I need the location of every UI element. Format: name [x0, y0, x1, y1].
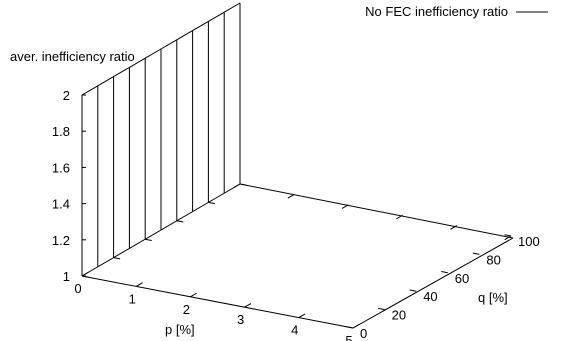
q-tick-label: 40 [423, 289, 437, 304]
z-axis-ticks: 1 1.2 1.4 1.6 1.8 2 [52, 88, 86, 284]
z-tick-label: 1.2 [52, 233, 70, 248]
p-tick-label: 3 [237, 312, 244, 327]
p-axis-line [81, 275, 354, 329]
p-tick-mark [190, 292, 197, 298]
q-tick-label: 80 [486, 252, 500, 267]
q-tick-mark [378, 307, 385, 311]
z-tick-label: 2 [63, 88, 70, 103]
q-tick-label: 60 [455, 271, 469, 286]
surface-lines [81, 2, 241, 276]
q-tick-mark-back [208, 201, 215, 205]
p-tick-label: 4 [291, 323, 298, 338]
q-tick-mark-back [113, 257, 121, 260]
q-axis-line [352, 237, 514, 329]
p-tick-mark [81, 271, 89, 277]
q-axis-label: q [%] [478, 290, 508, 305]
q-tick-mark-back [176, 220, 184, 223]
p-tick-mark-back [341, 204, 349, 209]
p-axis-label: p [%] [165, 322, 195, 337]
z-tick-label: 1.8 [52, 124, 70, 139]
q-tick-mark [409, 289, 417, 292]
q-tick-mark [441, 271, 448, 274]
surface-top-edge [81, 2, 241, 96]
z-axis-label: aver. inefficiency ratio [10, 49, 135, 64]
p-tick-mark-back [450, 225, 458, 230]
q-tick-label: 100 [518, 234, 540, 249]
legend-label: No FEC inefficiency ratio [365, 4, 508, 19]
p-tick-mark-back [233, 183, 241, 189]
legend: No FEC inefficiency ratio [365, 4, 548, 19]
p-tick-mark [135, 282, 143, 287]
p-tick-mark-back [287, 193, 295, 199]
p-tick-mark-back [396, 214, 403, 220]
back-floor-line-right [239, 183, 514, 239]
p-tick-mark [298, 313, 306, 319]
p-tick-mark-back [504, 235, 512, 241]
q-tick-label: 0 [360, 326, 367, 341]
q-tick-mark [504, 234, 512, 237]
p-tick-label: 5 [345, 333, 352, 341]
z-tick-label: 1 [63, 269, 70, 284]
q-tick-mark [346, 326, 354, 329]
q-tick-label: 20 [392, 308, 406, 323]
p-tick-label: 0 [74, 281, 81, 296]
q-tick-mark [472, 252, 480, 255]
p-tick-label: 1 [129, 291, 136, 306]
z-tick-label: 1.4 [52, 197, 70, 212]
p-tick-mark [244, 303, 252, 308]
z-tick-label: 1.6 [52, 160, 70, 175]
q-tick-mark-back [81, 275, 89, 278]
q-tick-mark-back [239, 183, 247, 186]
q-axis-ticks: 0 20 40 60 80 100 [81, 183, 540, 341]
p-axis-ticks: 0 1 2 3 4 5 [74, 183, 512, 341]
q-tick-mark-back [145, 238, 152, 241]
p-tick-label: 2 [183, 302, 190, 317]
p-tick-mark [352, 323, 360, 329]
